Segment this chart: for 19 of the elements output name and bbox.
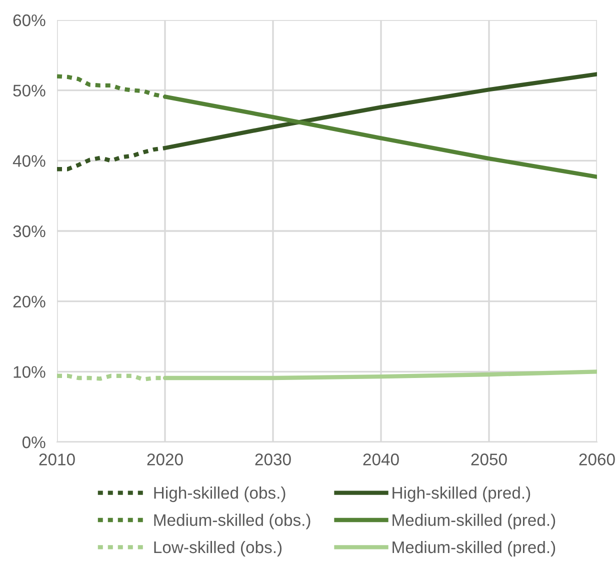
legend-label: Low-skilled (obs.) — [154, 540, 282, 556]
legend-label: Medium-skilled (pred.) — [392, 540, 556, 556]
x-tick-label: 2060 — [579, 454, 615, 466]
legend-label: High-skilled (obs.) — [154, 486, 286, 502]
x-tick-label: 2040 — [363, 454, 399, 466]
y-tick-label: 20% — [13, 296, 46, 308]
x-tick-label: 2050 — [471, 454, 507, 466]
x-tick-label: 2020 — [147, 454, 183, 466]
legend-label: High-skilled (pred.) — [392, 486, 530, 502]
x-tick-label: 2010 — [39, 454, 75, 466]
y-tick-label: 10% — [14, 366, 46, 378]
y-tick-label: 60% — [13, 14, 46, 26]
legend-label: Medium-skilled (pred.) — [392, 514, 556, 530]
y-tick-label: 50% — [13, 84, 46, 97]
legend-label: Medium-skilled (obs.) — [154, 514, 310, 530]
y-tick-label: 0% — [22, 436, 46, 448]
x-tick-label: 2030 — [255, 454, 291, 466]
y-tick-label: 40% — [12, 155, 46, 167]
y-tick-label: 30% — [13, 225, 46, 238]
